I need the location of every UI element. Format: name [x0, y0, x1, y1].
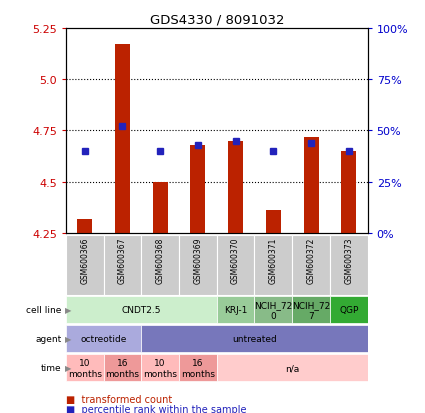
Text: GSM600371: GSM600371	[269, 237, 278, 283]
Text: GSM600370: GSM600370	[231, 237, 240, 284]
Bar	[104, 354, 141, 382]
Text: GSM600368: GSM600368	[156, 237, 164, 283]
Bar	[228, 141, 243, 233]
Text: NCIH_72
0: NCIH_72 0	[254, 301, 292, 320]
Text: GSM600373: GSM600373	[344, 237, 353, 284]
Text: 10
months: 10 months	[68, 358, 102, 377]
Text: ▶: ▶	[65, 306, 71, 315]
Text: NCIH_72
7: NCIH_72 7	[292, 301, 330, 320]
Text: ▶: ▶	[65, 335, 71, 344]
Bar	[66, 354, 104, 382]
Text: n/a: n/a	[285, 363, 299, 373]
Text: CNDT2.5: CNDT2.5	[122, 306, 161, 315]
Bar	[141, 325, 368, 353]
Bar	[104, 235, 141, 295]
Bar	[179, 235, 217, 295]
Text: 10
months: 10 months	[143, 358, 177, 377]
Text: GSM600367: GSM600367	[118, 237, 127, 284]
Bar	[255, 235, 292, 295]
Bar	[190, 145, 205, 233]
Text: GSM600372: GSM600372	[306, 237, 315, 283]
Bar	[179, 354, 217, 382]
Text: agent: agent	[35, 335, 62, 344]
Bar	[292, 235, 330, 295]
Text: ■  transformed count: ■ transformed count	[66, 394, 172, 404]
Bar	[66, 297, 217, 324]
Text: QGP: QGP	[339, 306, 358, 315]
Text: cell line: cell line	[26, 306, 62, 315]
Bar	[141, 354, 179, 382]
Bar	[255, 297, 292, 324]
Bar	[303, 137, 319, 233]
Bar	[66, 325, 141, 353]
Title: GDS4330 / 8091032: GDS4330 / 8091032	[150, 13, 284, 26]
Bar	[292, 297, 330, 324]
Text: 16
months: 16 months	[181, 358, 215, 377]
Text: ▶: ▶	[65, 363, 71, 373]
Text: time: time	[41, 363, 62, 373]
Bar	[141, 235, 179, 295]
Bar	[217, 354, 368, 382]
Bar	[330, 235, 368, 295]
Bar	[217, 297, 255, 324]
Text: KRJ-1: KRJ-1	[224, 306, 247, 315]
Text: untreated: untreated	[232, 335, 277, 344]
Bar	[66, 235, 104, 295]
Bar	[266, 211, 281, 233]
Bar	[341, 152, 356, 233]
Bar	[217, 235, 255, 295]
Bar	[77, 219, 92, 233]
Text: 16
months: 16 months	[105, 358, 139, 377]
Bar	[330, 297, 368, 324]
Bar	[115, 45, 130, 233]
Text: GSM600369: GSM600369	[193, 237, 202, 284]
Bar	[153, 182, 168, 233]
Text: GSM600366: GSM600366	[80, 237, 89, 284]
Text: octreotide: octreotide	[80, 335, 127, 344]
Text: ■  percentile rank within the sample: ■ percentile rank within the sample	[66, 404, 246, 413]
